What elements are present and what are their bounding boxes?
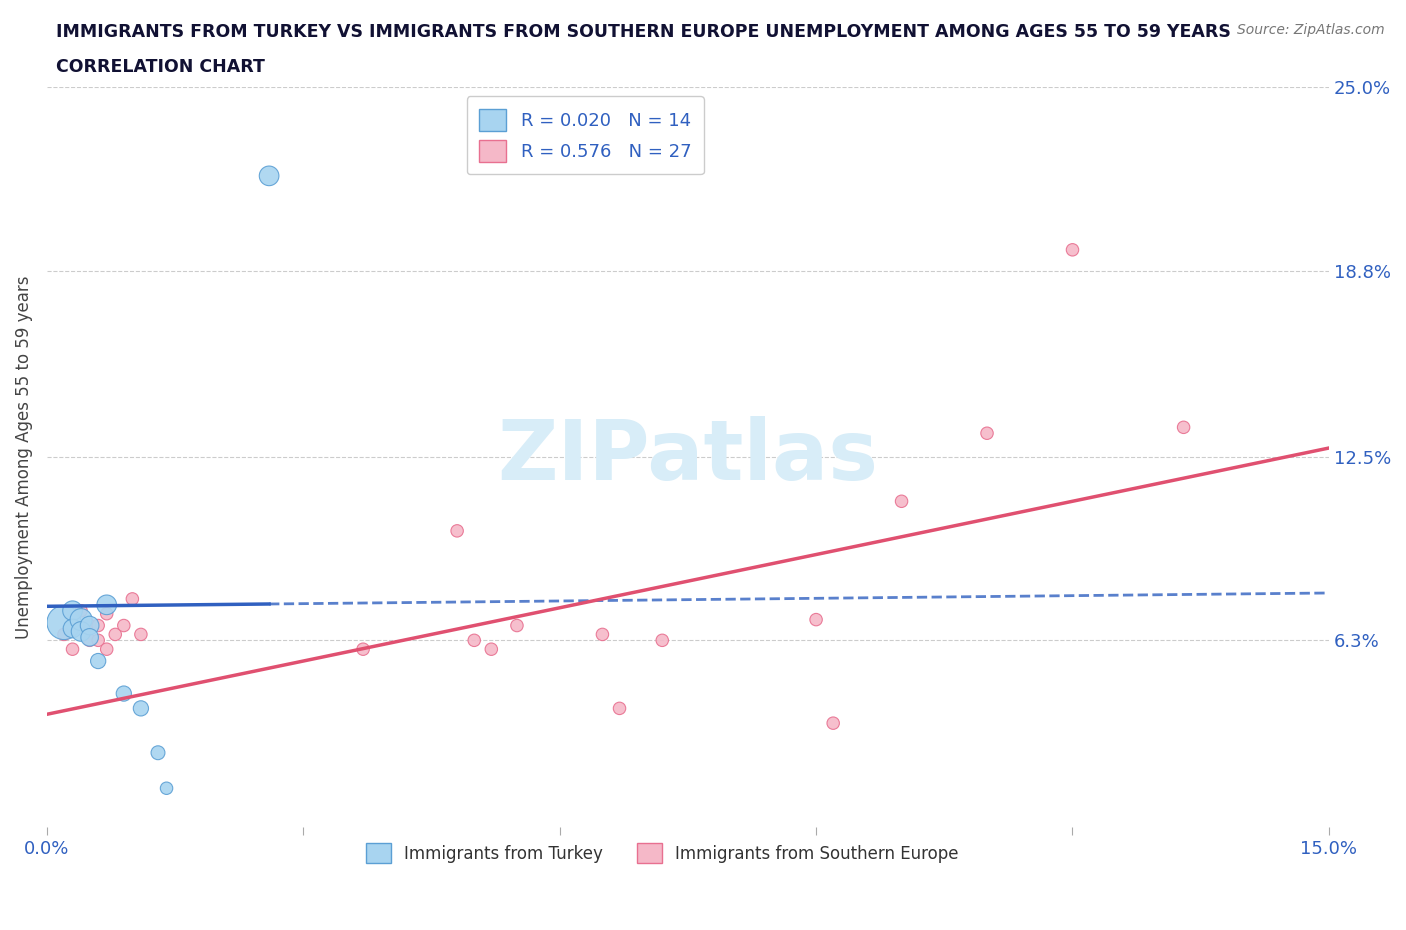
Point: [155, 781, 177, 796]
Point: [890, 494, 912, 509]
Point: [62, 642, 84, 657]
Text: Source: ZipAtlas.com: Source: ZipAtlas.com: [1237, 23, 1385, 37]
Point: [257, 168, 280, 183]
Point: [1062, 243, 1084, 258]
Point: [79, 618, 101, 633]
Point: [823, 716, 845, 731]
Point: [352, 642, 374, 657]
Point: [70, 604, 93, 618]
Point: [506, 618, 529, 633]
Point: [96, 606, 118, 621]
Point: [79, 633, 101, 648]
Point: [62, 604, 84, 618]
Point: [87, 633, 110, 648]
Point: [53, 627, 76, 642]
Point: [1173, 419, 1195, 434]
Point: [804, 612, 827, 627]
Point: [129, 701, 152, 716]
Point: [104, 627, 127, 642]
Point: [62, 621, 84, 636]
Point: [53, 615, 76, 630]
Text: ZIPatlas: ZIPatlas: [498, 417, 879, 498]
Point: [121, 591, 143, 606]
Point: [87, 654, 110, 669]
Y-axis label: Unemployment Among Ages 55 to 59 years: Unemployment Among Ages 55 to 59 years: [15, 275, 32, 639]
Point: [96, 597, 118, 612]
Text: CORRELATION CHART: CORRELATION CHART: [56, 58, 266, 75]
Point: [87, 618, 110, 633]
Point: [79, 618, 101, 633]
Point: [112, 686, 135, 701]
Point: [129, 627, 152, 642]
Point: [96, 642, 118, 657]
Point: [651, 633, 673, 648]
Point: [591, 627, 613, 642]
Point: [146, 745, 169, 760]
Point: [446, 524, 468, 538]
Point: [79, 630, 101, 644]
Point: [479, 642, 502, 657]
Point: [70, 624, 93, 639]
Point: [976, 426, 998, 441]
Point: [463, 633, 485, 648]
Legend: Immigrants from Turkey, Immigrants from Southern Europe: Immigrants from Turkey, Immigrants from …: [360, 836, 965, 870]
Text: IMMIGRANTS FROM TURKEY VS IMMIGRANTS FROM SOUTHERN EUROPE UNEMPLOYMENT AMONG AGE: IMMIGRANTS FROM TURKEY VS IMMIGRANTS FRO…: [56, 23, 1232, 41]
Point: [112, 618, 135, 633]
Point: [609, 701, 631, 716]
Point: [70, 612, 93, 627]
